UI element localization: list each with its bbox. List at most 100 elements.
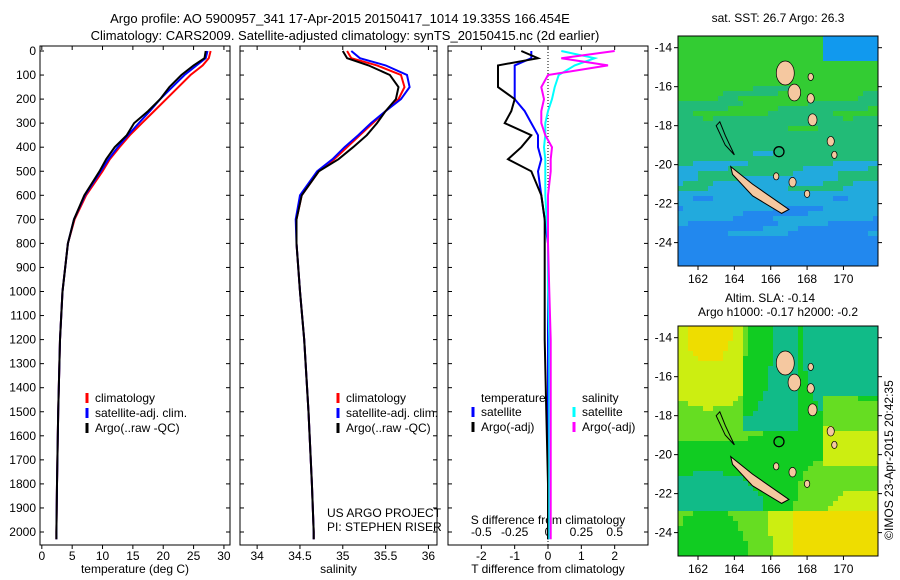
map-cell <box>683 411 689 417</box>
map-cell <box>868 446 874 452</box>
map-cell <box>873 111 879 117</box>
map-cell <box>858 381 864 387</box>
map-cell <box>703 121 709 127</box>
map-cell <box>873 506 879 512</box>
map-cell <box>728 431 734 437</box>
map-cell <box>858 441 864 447</box>
map-cell <box>698 506 704 512</box>
map-cell <box>783 486 789 492</box>
map-cell <box>703 516 709 522</box>
map-cell <box>858 81 864 87</box>
map-cell <box>773 86 779 92</box>
map-cell <box>773 446 779 452</box>
map-cell <box>773 521 779 527</box>
map-cell <box>863 221 869 227</box>
map-cell <box>838 531 844 537</box>
map-cell <box>763 176 769 182</box>
map-cell <box>748 96 754 102</box>
map-cell <box>693 246 699 252</box>
map-cell <box>698 416 704 422</box>
map-cell <box>763 396 769 402</box>
map-cell <box>793 106 799 112</box>
map-cell <box>718 531 724 537</box>
map-cell <box>793 531 799 537</box>
map-cell <box>783 376 789 382</box>
map-cell <box>833 376 839 382</box>
map-cell <box>848 511 854 517</box>
map-cell <box>718 81 724 87</box>
map-cell <box>818 116 824 122</box>
map-cell <box>683 91 689 97</box>
map-cell <box>848 251 854 257</box>
map-cell <box>828 481 834 487</box>
map-cell <box>863 191 869 197</box>
map-cell <box>683 261 689 267</box>
map-cell <box>863 346 869 352</box>
series-group <box>55 50 212 540</box>
map-cell <box>803 251 809 257</box>
map-cell <box>678 406 684 412</box>
map-cell <box>793 111 799 117</box>
map-cell <box>688 236 694 242</box>
map-cell <box>763 161 769 167</box>
map-cell <box>748 376 754 382</box>
map-cell <box>813 441 819 447</box>
map-cell <box>783 196 789 202</box>
map-cell <box>693 506 699 512</box>
map-cell <box>698 461 704 467</box>
map-cell <box>733 76 739 82</box>
map-cell <box>723 396 729 402</box>
map-cell <box>858 436 864 442</box>
map-cell <box>688 401 694 407</box>
x-tick-label: 1 <box>578 549 585 563</box>
map-cell <box>688 461 694 467</box>
map-cell <box>833 221 839 227</box>
map-cell <box>808 466 814 472</box>
map-cell <box>728 141 734 147</box>
map-cell <box>833 486 839 492</box>
map-cell <box>818 421 824 427</box>
map-cell <box>708 86 714 92</box>
map-cell <box>713 541 719 547</box>
map-cell <box>853 66 859 72</box>
map-cell <box>678 151 684 157</box>
map-cell <box>853 116 859 122</box>
map-cell <box>778 476 784 482</box>
map-cell <box>848 41 854 47</box>
map-cell <box>748 236 754 242</box>
map-cell <box>758 406 764 412</box>
map-cell <box>828 416 834 422</box>
map-cell <box>758 541 764 547</box>
map-cell <box>788 331 794 337</box>
map-cell <box>688 336 694 342</box>
map-cell <box>848 546 854 552</box>
map-cell <box>768 71 774 77</box>
map-cell <box>748 201 754 207</box>
map-cell <box>843 511 849 517</box>
map-cell <box>868 471 874 477</box>
map-cell <box>848 76 854 82</box>
map-cell <box>828 86 834 92</box>
map-cell <box>778 176 784 182</box>
map-cell <box>748 501 754 507</box>
map-cell <box>818 241 824 247</box>
map-cell <box>853 136 859 142</box>
map-cell <box>843 376 849 382</box>
map-cell <box>783 346 789 352</box>
map-cell <box>853 176 859 182</box>
map-cell <box>718 221 724 227</box>
map-cell <box>788 526 794 532</box>
map-cell <box>688 241 694 247</box>
map-cell <box>763 116 769 122</box>
map-cell <box>848 181 854 187</box>
map-cell <box>818 246 824 252</box>
map-cell <box>773 166 779 172</box>
map-cell <box>753 446 759 452</box>
map-cell <box>753 546 759 552</box>
map-cell <box>698 156 704 162</box>
map-cell <box>808 166 814 172</box>
y-tick-label: 1500 <box>9 405 36 419</box>
map-cell <box>863 181 869 187</box>
map-cell <box>838 436 844 442</box>
map-cell <box>738 341 744 347</box>
